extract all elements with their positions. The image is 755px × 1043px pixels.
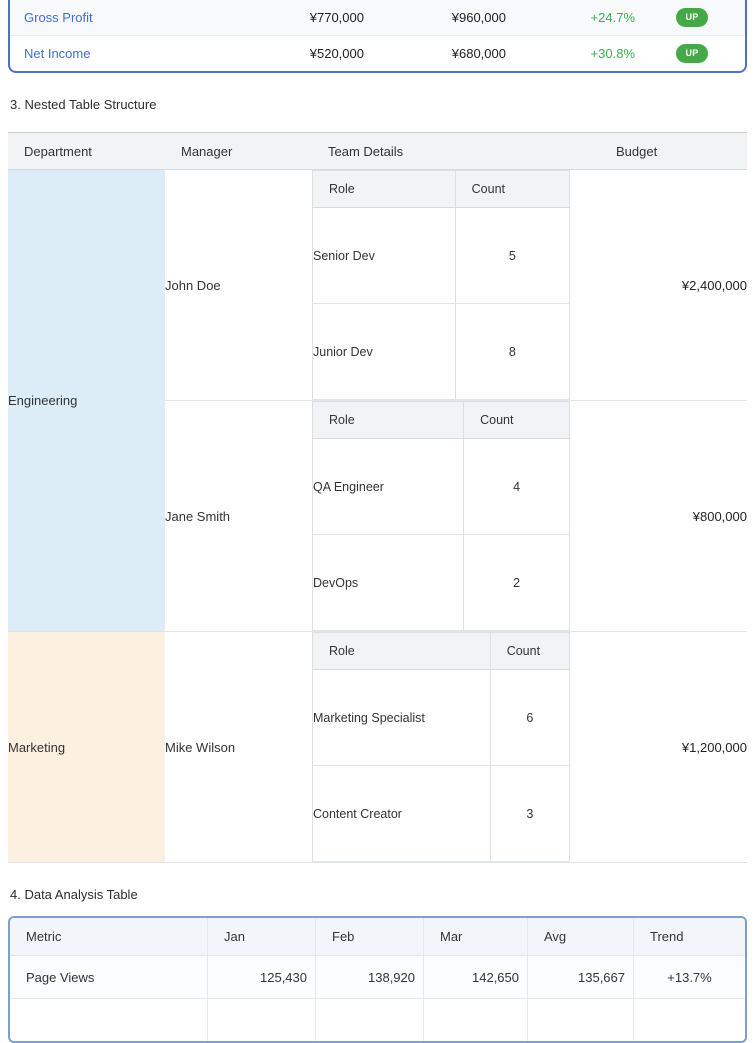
- empty-cell: [10, 999, 207, 1041]
- column-header-manager: Manager: [165, 132, 312, 170]
- column-header-team-details: Team Details: [312, 132, 600, 170]
- financial-summary-table: Gross Profit ¥770,000 ¥960,000 +24.7% UP…: [8, 0, 747, 73]
- inner-header-row: Role Count: [312, 170, 571, 208]
- table-header-row: Metric Jan Feb Mar Avg Trend: [10, 918, 745, 956]
- role-cell: Junior Dev: [312, 303, 456, 400]
- count-cell: 4: [463, 438, 570, 535]
- team-details-cell: Role Count Marketing Specialist 6 Conten…: [312, 631, 600, 863]
- inner-row: QA Engineer 4: [311, 438, 570, 535]
- table-row: Marketing Mike Wilson Role Count Marketi: [8, 631, 747, 863]
- empty-cell: [315, 999, 423, 1041]
- team-inner-table: Role Count Senior Dev 5 Junior Dev: [312, 170, 571, 400]
- data-analysis-table: Metric Jan Feb Mar Avg Trend Page Views …: [8, 916, 747, 1043]
- column-header-avg: Avg: [527, 918, 633, 956]
- budget-cell: ¥1,200,000: [600, 631, 747, 863]
- badge-cell: UP: [639, 8, 745, 27]
- department-cell: Marketing: [8, 631, 165, 863]
- empty-cell: [633, 999, 745, 1041]
- count-cell: 3: [489, 765, 571, 862]
- team-details-cell: Role Count QA Engineer 4 DevOps 2: [311, 400, 600, 632]
- metric-value-previous: ¥960,000: [451, 10, 506, 25]
- count-cell: 2: [463, 534, 570, 631]
- metric-name: Page Views: [10, 956, 207, 999]
- manager-cell: Mike Wilson: [165, 631, 312, 863]
- metric-value-current: ¥520,000: [309, 46, 364, 61]
- manager-cell: Jane Smith: [165, 400, 312, 632]
- role-cell: Senior Dev: [312, 207, 456, 304]
- budget-cell: ¥800,000: [600, 400, 747, 632]
- metric-name: Gross Profit: [24, 10, 93, 25]
- table-row: Net Income ¥520,000 ¥680,000 +30.8% UP: [10, 35, 745, 71]
- department-cell: Engineering: [8, 169, 165, 632]
- column-header-feb: Feb: [315, 918, 423, 956]
- section-heading: 4. Data Analysis Table: [10, 887, 138, 902]
- inner-row: Senior Dev 5: [312, 207, 571, 304]
- metric-change-percent: +30.8%: [590, 46, 635, 61]
- manager-cell: John Doe: [165, 169, 312, 401]
- team-inner-table: Role Count Marketing Specialist 6 Conten…: [312, 632, 571, 862]
- column-header-budget: Budget: [600, 132, 747, 170]
- metric-name: Net Income: [24, 46, 91, 61]
- metric-change-percent: +24.7%: [590, 10, 635, 25]
- inner-header-row: Role Count: [311, 401, 570, 439]
- count-cell: 8: [454, 303, 571, 400]
- inner-column-header-role: Role: [312, 170, 456, 208]
- up-badge: UP: [676, 8, 708, 27]
- table-row: Engineering John Doe Role Count Senior D: [8, 169, 747, 632]
- badge-cell: UP: [639, 44, 745, 63]
- team-inner-table: Role Count QA Engineer 4 DevOps 2: [311, 401, 570, 631]
- inner-row: Marketing Specialist 6: [312, 669, 571, 766]
- avg-value: 135,667: [527, 956, 633, 999]
- column-header-metric: Metric: [10, 918, 207, 956]
- empty-cell: [207, 999, 315, 1041]
- inner-header-row: Role Count: [312, 632, 571, 670]
- column-header-department: Department: [8, 132, 165, 170]
- inner-column-header-count: Count: [489, 632, 571, 670]
- table-row: Gross Profit ¥770,000 ¥960,000 +24.7% UP: [10, 0, 745, 35]
- table-row-cutoff: [10, 999, 745, 1041]
- metric-value-previous: ¥680,000: [451, 46, 506, 61]
- mar-value: 142,650: [423, 956, 527, 999]
- table-row: Page Views 125,430 138,920 142,650 135,6…: [10, 956, 745, 999]
- team-details-cell: Role Count Senior Dev 5 Junior Dev: [312, 169, 600, 401]
- table-header-row: Department Manager Team Details Budget: [8, 132, 747, 170]
- budget-cell: ¥2,400,000: [600, 169, 747, 401]
- inner-column-header-role: Role: [312, 632, 491, 670]
- section-heading: 3. Nested Table Structure: [10, 97, 157, 112]
- inner-column-header-role: Role: [311, 401, 465, 439]
- metric-value-current: ¥770,000: [309, 10, 364, 25]
- inner-row: DevOps 2: [311, 534, 570, 631]
- inner-column-header-count: Count: [454, 170, 571, 208]
- column-header-trend: Trend: [633, 918, 745, 956]
- role-cell: Content Creator: [312, 765, 491, 862]
- column-header-mar: Mar: [423, 918, 527, 956]
- role-cell: Marketing Specialist: [312, 669, 491, 766]
- up-badge: UP: [676, 44, 708, 63]
- trend-value: +13.7%: [633, 956, 745, 999]
- count-cell: 6: [489, 669, 571, 766]
- role-cell: DevOps: [311, 534, 465, 631]
- inner-row: Junior Dev 8: [312, 303, 571, 400]
- empty-cell: [527, 999, 633, 1041]
- feb-value: 138,920: [315, 956, 423, 999]
- nested-structure-table: Department Manager Team Details Budget E…: [8, 132, 747, 863]
- inner-column-header-count: Count: [463, 401, 570, 439]
- count-cell: 5: [454, 207, 571, 304]
- column-header-jan: Jan: [207, 918, 315, 956]
- role-cell: QA Engineer: [311, 438, 465, 535]
- empty-cell: [423, 999, 527, 1041]
- jan-value: 125,430: [207, 956, 315, 999]
- inner-row: Content Creator 3: [312, 765, 571, 862]
